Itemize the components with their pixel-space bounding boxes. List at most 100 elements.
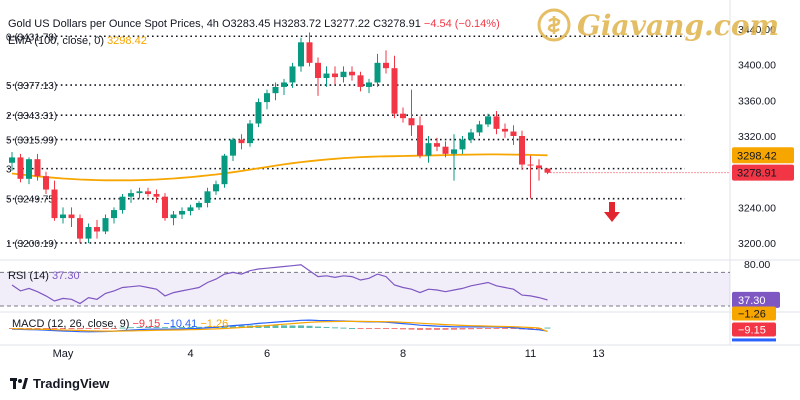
candle [459,136,466,154]
candle [527,155,534,199]
rsi-line [11,264,548,305]
candle [264,89,270,110]
candle-body [247,123,253,144]
price-badge [732,164,794,181]
candle-body [60,214,66,219]
macd-value-2: −10.41 [163,318,198,330]
candle-body [400,113,406,119]
candle [119,194,126,214]
candle-body [476,124,483,133]
candle [383,50,389,74]
candle [34,153,41,181]
candle [162,193,168,221]
candle [451,134,457,181]
candle-body [272,86,279,94]
candle [442,141,449,158]
ema-line [11,153,548,182]
candle-body [153,194,160,197]
rsi-legend[interactable]: RSI (14) 37.30 [8,270,80,282]
tradingview-label: TradingView [33,376,110,391]
macd-label: MACD (12, 26, close, 9) [12,318,130,330]
candle [281,78,287,95]
candle [77,214,83,244]
price-tick-label: 3400.00 [738,60,776,72]
rsi-tick-label: 80.00 [744,259,770,271]
change-value: −4.54 (−0.14%) [423,18,500,30]
macd-histogram-bar [94,328,100,329]
candle [221,153,228,188]
candle [213,180,219,195]
macd-value-3: −1.26 [200,318,229,330]
candle [298,37,304,72]
level-label: 5 (3315.99) [6,136,57,147]
candle [544,168,551,175]
candle-body [383,62,389,69]
time-tick-label: 13 [592,348,604,360]
candle-body [264,93,270,103]
candle-body [315,62,321,78]
macd-legend[interactable]: MACD (12, 26, close, 9) −9.15 −10.41 −1.… [12,318,228,330]
candle [332,66,338,85]
candle [315,57,321,96]
candle [340,66,347,83]
macd-histogram-bar [417,328,423,331]
macd-histogram-bar [383,328,389,329]
ema-label: EMA (100, close, 0) [8,35,104,47]
macd-histogram-bar [493,328,500,329]
candle [94,219,100,239]
candle [85,223,92,244]
candle [366,78,372,94]
candle-body [213,184,219,192]
candle [434,137,440,152]
candle-body [230,139,236,156]
macd-histogram-bar [153,326,160,328]
ema-legend[interactable]: EMA (100, close, 0) 3298.42 [8,35,147,47]
macd-histogram-bar [51,328,58,329]
high-value: H3283.72 [273,18,322,30]
macd-histogram-bar [111,328,117,329]
candle [468,128,474,144]
candle-body [68,214,75,219]
candle-body [26,159,32,179]
candle-body [417,125,423,156]
candle [357,71,364,92]
candle-body [451,149,457,154]
chart-header: Gold US Dollars per Ounce Spot Prices, 4… [8,18,500,30]
down-arrow-icon [604,202,620,222]
tradingview-brand[interactable]: TradingView [10,376,109,391]
candle [26,157,32,185]
candle-body [34,159,41,177]
candle [476,120,483,136]
candle-body [485,116,491,125]
candle-body [323,73,330,78]
time-tick-label: 4 [187,348,193,360]
level-label: 5 (3249.75) [6,195,57,206]
macd-histogram-bar [68,328,75,330]
macd-histogram-bar [145,326,151,328]
macd-histogram-bar [476,328,483,329]
candle [493,111,500,135]
macd-histogram-bar [34,328,41,329]
candle-body [442,146,449,154]
candle [417,116,423,159]
macd-histogram-bar [425,328,432,330]
candle [306,32,313,67]
candle-body [162,196,168,219]
candle-body [170,214,177,219]
giavang-logo-text: Giavang.com [577,8,780,42]
candle [238,134,245,150]
macd-histogram-bar [77,328,83,330]
candle-body [332,73,338,78]
candle [102,214,109,235]
candle-body [111,210,117,219]
macd-histogram-bar [289,325,296,328]
macd-histogram-bar [179,327,185,329]
level-label: 5 (3377.13) [6,81,57,92]
candle-body [94,227,100,232]
macd-histogram-bar [85,328,92,329]
candle [255,98,262,128]
macd-histogram-bar [136,326,143,328]
macd-histogram-bar [544,327,551,329]
macd-histogram-bar [332,327,338,329]
